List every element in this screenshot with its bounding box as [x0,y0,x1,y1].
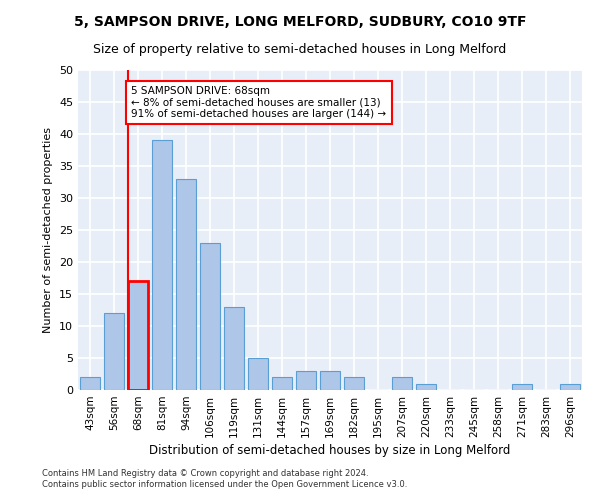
Bar [296,371,316,390]
Bar [272,377,292,390]
Bar [80,377,100,390]
Bar [344,377,364,390]
Y-axis label: Number of semi-detached properties: Number of semi-detached properties [43,127,53,333]
Bar [248,358,268,390]
Text: Size of property relative to semi-detached houses in Long Melford: Size of property relative to semi-detach… [94,42,506,56]
Bar [152,140,172,390]
Text: 5, SAMPSON DRIVE, LONG MELFORD, SUDBURY, CO10 9TF: 5, SAMPSON DRIVE, LONG MELFORD, SUDBURY,… [74,15,526,29]
Bar [320,371,340,390]
X-axis label: Distribution of semi-detached houses by size in Long Melford: Distribution of semi-detached houses by … [149,444,511,457]
Bar [176,179,196,390]
Bar [200,243,220,390]
Text: Contains public sector information licensed under the Open Government Licence v3: Contains public sector information licen… [42,480,407,489]
Bar [224,307,244,390]
Bar [416,384,436,390]
Bar [104,313,124,390]
Text: 5 SAMPSON DRIVE: 68sqm
← 8% of semi-detached houses are smaller (13)
91% of semi: 5 SAMPSON DRIVE: 68sqm ← 8% of semi-deta… [131,86,386,119]
Bar [560,384,580,390]
Bar [128,281,148,390]
Text: Contains HM Land Registry data © Crown copyright and database right 2024.: Contains HM Land Registry data © Crown c… [42,468,368,477]
Bar [392,377,412,390]
Bar [512,384,532,390]
